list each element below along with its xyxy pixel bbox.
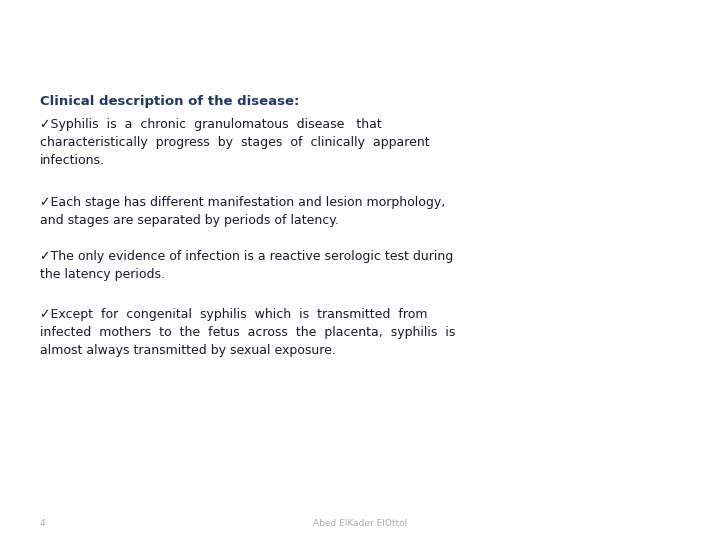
Text: ✓The only evidence of infection is a reactive serologic test during: ✓The only evidence of infection is a rea… xyxy=(40,250,454,263)
Text: Abed ElKader ElOttol: Abed ElKader ElOttol xyxy=(313,519,407,528)
Text: and stages are separated by periods of latency.: and stages are separated by periods of l… xyxy=(40,214,339,227)
Text: ✓Except  for  congenital  syphilis  which  is  transmitted  from: ✓Except for congenital syphilis which is… xyxy=(40,308,428,321)
Text: ✓Each stage has different manifestation and lesion morphology,: ✓Each stage has different manifestation … xyxy=(40,196,445,209)
Text: infected  mothers  to  the  fetus  across  the  placenta,  syphilis  is: infected mothers to the fetus across the… xyxy=(40,326,455,339)
Text: infections.: infections. xyxy=(40,154,105,167)
Text: the latency periods.: the latency periods. xyxy=(40,268,165,281)
Text: 4: 4 xyxy=(40,519,45,528)
Text: Clinical description of the disease:: Clinical description of the disease: xyxy=(40,95,300,108)
Text: ✓Syphilis  is  a  chronic  granulomatous  disease   that: ✓Syphilis is a chronic granulomatous dis… xyxy=(40,118,382,131)
Text: characteristically  progress  by  stages  of  clinically  apparent: characteristically progress by stages of… xyxy=(40,136,430,149)
Text: almost always transmitted by sexual exposure.: almost always transmitted by sexual expo… xyxy=(40,344,336,357)
